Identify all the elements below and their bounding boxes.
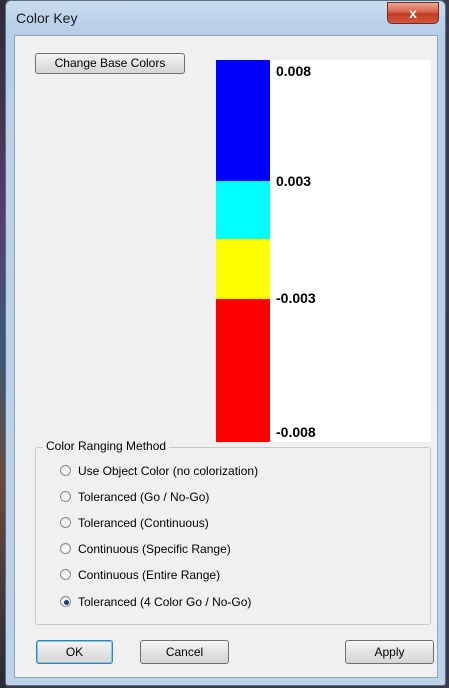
band-red [216, 299, 270, 442]
group-title: Color Ranging Method [43, 439, 170, 453]
window-title: Color Key [16, 10, 78, 26]
close-icon: x [409, 5, 417, 21]
key-label-lower: -0.003 [276, 290, 316, 306]
dialog-client-area: Change Base Colors 0.008 0.003 -0.003 -0… [14, 35, 438, 678]
radio-label: Toleranced (Continuous) [78, 516, 209, 530]
background-strip [0, 0, 6, 688]
key-label-top: 0.008 [276, 63, 312, 79]
radio-button-icon[interactable] [60, 517, 71, 528]
radio-button-icon[interactable] [60, 569, 71, 580]
band-yellow [216, 239, 270, 299]
radio-selected-dot-icon [64, 600, 69, 605]
change-base-colors-button[interactable]: Change Base Colors [35, 53, 185, 74]
color-key-dialog: Color Key x Change Base Colors 0.008 0.0… [5, 0, 446, 686]
ok-button[interactable]: OK [36, 640, 113, 664]
color-ranging-method-group [35, 447, 431, 625]
band-cyan [216, 181, 270, 239]
key-label-bottom: -0.008 [276, 424, 316, 440]
color-key-legend: 0.008 0.003 -0.003 -0.008 [216, 60, 431, 442]
close-button[interactable]: x [387, 2, 439, 24]
radio-label: Use Object Color (no colorization) [78, 464, 259, 478]
radio-button-icon[interactable] [60, 465, 71, 476]
radio-label: Toleranced (4 Color Go / No-Go) [78, 595, 252, 609]
radio-button-icon[interactable] [60, 491, 71, 502]
radio-button-icon[interactable] [60, 596, 71, 607]
radio-button-icon[interactable] [60, 543, 71, 554]
apply-button[interactable]: Apply [345, 640, 434, 664]
key-label-upper: 0.003 [276, 173, 312, 189]
cancel-button[interactable]: Cancel [140, 640, 229, 664]
radio-label: Continuous (Specific Range) [78, 542, 231, 556]
radio-label: Continuous (Entire Range) [78, 568, 221, 582]
band-blue [216, 60, 270, 181]
radio-label: Toleranced (Go / No-Go) [78, 490, 210, 504]
title-bar[interactable]: Color Key x [6, 1, 445, 35]
